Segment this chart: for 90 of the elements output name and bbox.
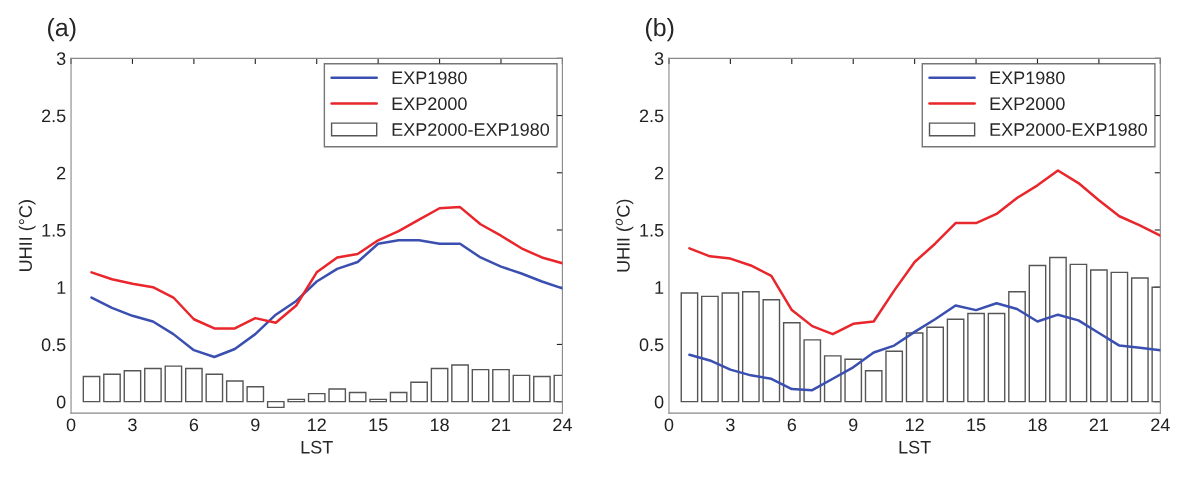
bar bbox=[1069, 263, 1088, 403]
x-tick-label: 15 bbox=[369, 418, 388, 432]
y-axis-title: UHII (°C) bbox=[18, 200, 36, 272]
bar bbox=[905, 332, 924, 403]
bar bbox=[885, 350, 904, 403]
bar bbox=[1028, 264, 1047, 403]
bar bbox=[348, 391, 367, 403]
bar bbox=[762, 299, 781, 403]
bar bbox=[123, 370, 142, 403]
bar bbox=[328, 388, 347, 403]
bar bbox=[721, 292, 740, 403]
y-tick-label: 2 bbox=[57, 166, 66, 180]
bar bbox=[1090, 269, 1108, 403]
y-tick-label: 0 bbox=[56, 395, 66, 409]
legend-label: EXP2000 bbox=[990, 97, 1065, 111]
x-tick-label: 12 bbox=[308, 418, 326, 432]
y-tick-label: 2 bbox=[654, 166, 664, 180]
y-tick-label: 2.5 bbox=[41, 109, 66, 123]
legend-label: EXP2000-EXP1980 bbox=[990, 123, 1147, 136]
chart-title: (a) bbox=[48, 17, 76, 42]
y-tick-label: 0 bbox=[654, 395, 664, 409]
bar bbox=[307, 392, 326, 403]
bar bbox=[864, 370, 883, 403]
y-tick-label: 0.5 bbox=[41, 338, 66, 352]
x-tick-label: 0 bbox=[664, 418, 674, 432]
bar bbox=[844, 358, 863, 403]
bar bbox=[410, 381, 428, 403]
bar bbox=[1110, 271, 1129, 403]
bar bbox=[680, 292, 699, 403]
legend-label: EXP1980 bbox=[392, 71, 467, 85]
bar bbox=[164, 365, 183, 403]
y-tick-label: 1 bbox=[655, 281, 664, 294]
bar bbox=[512, 374, 531, 403]
bar bbox=[82, 375, 101, 403]
bar bbox=[246, 386, 265, 403]
y-tick-label: 1.5 bbox=[640, 224, 664, 237]
bar bbox=[471, 368, 490, 403]
line-series bbox=[90, 239, 563, 359]
bar bbox=[803, 339, 822, 403]
x-tick-label: 24 bbox=[553, 418, 572, 432]
bar bbox=[782, 321, 801, 403]
y-tick-label: 3 bbox=[654, 52, 664, 66]
bar bbox=[205, 373, 224, 403]
bar bbox=[266, 400, 285, 409]
line-series bbox=[688, 301, 1161, 392]
bar bbox=[184, 367, 203, 403]
line-series bbox=[90, 205, 563, 330]
line-series bbox=[688, 169, 1161, 336]
y-tick-label: 2.5 bbox=[639, 109, 664, 123]
y-tick-label: 1 bbox=[57, 281, 66, 294]
x-tick-label: 12 bbox=[905, 418, 924, 432]
x-tick-label: 9 bbox=[251, 418, 260, 432]
bar bbox=[823, 355, 842, 403]
bar bbox=[144, 367, 162, 403]
x-tick-label: 18 bbox=[1028, 418, 1047, 432]
x-tick-label: 6 bbox=[787, 418, 797, 432]
y-axis-title: UHII ($^{o}$C) bbox=[615, 199, 634, 272]
bar bbox=[967, 312, 985, 403]
bar bbox=[741, 291, 760, 403]
x-tick-label: 24 bbox=[1151, 418, 1170, 432]
bar bbox=[946, 318, 965, 403]
y-tick-label: 3 bbox=[56, 52, 66, 66]
bar bbox=[451, 364, 469, 403]
bar bbox=[492, 368, 510, 403]
bar bbox=[430, 367, 449, 403]
x-tick-label: 3 bbox=[726, 418, 735, 432]
x-tick-label: 3 bbox=[128, 418, 137, 432]
x-tick-label: 21 bbox=[491, 418, 511, 432]
x-axis-title: LST bbox=[899, 440, 931, 454]
y-tick-label: 0.5 bbox=[639, 338, 664, 352]
legend-label: EXP2000-EXP1980 bbox=[392, 123, 550, 136]
bar bbox=[103, 373, 121, 403]
bar bbox=[926, 326, 944, 403]
x-tick-label: 9 bbox=[849, 418, 858, 432]
bar bbox=[389, 391, 408, 403]
bar bbox=[987, 312, 1006, 403]
bar bbox=[1049, 256, 1067, 403]
legend-label: EXP2000 bbox=[392, 97, 467, 111]
chart-title: (b) bbox=[645, 17, 674, 42]
x-axis-title: LST bbox=[301, 440, 333, 454]
legend-label: EXP1980 bbox=[990, 71, 1065, 85]
x-tick-label: 6 bbox=[189, 418, 199, 432]
bar bbox=[1008, 291, 1026, 403]
y-tick-label: 1.5 bbox=[42, 224, 66, 237]
bar bbox=[701, 295, 719, 403]
bar bbox=[225, 380, 244, 403]
x-tick-label: 15 bbox=[967, 418, 986, 432]
x-tick-label: 21 bbox=[1089, 418, 1109, 432]
x-tick-label: 18 bbox=[430, 418, 449, 432]
x-tick-label: 0 bbox=[66, 418, 76, 432]
